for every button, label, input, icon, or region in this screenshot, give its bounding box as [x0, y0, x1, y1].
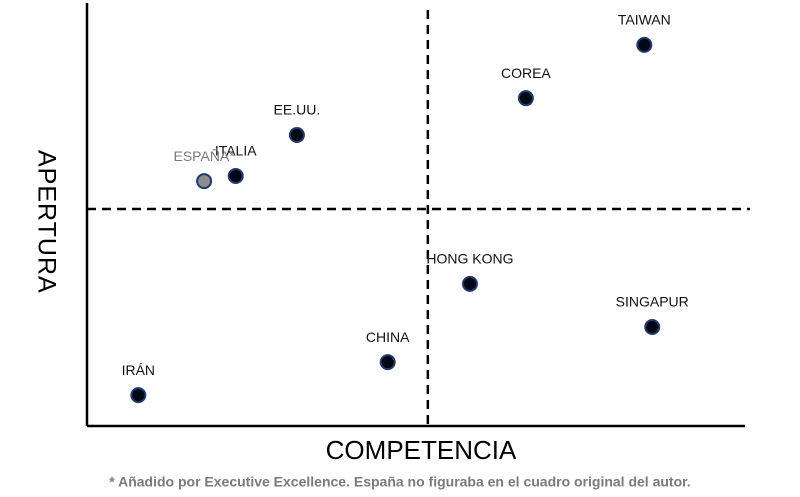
point-label: SINGAPUR — [616, 294, 689, 310]
point — [379, 354, 396, 371]
point-label: COREA — [501, 65, 551, 81]
point-label: HONG KONG — [426, 251, 513, 267]
point-label: EE.UU. — [274, 102, 321, 118]
point — [196, 173, 213, 190]
point — [130, 387, 147, 404]
y-axis-title: APERTURA — [32, 150, 60, 294]
point-label: ESPAÑA* — [174, 148, 236, 164]
point — [461, 275, 478, 292]
point-label: ITALIA — [215, 143, 257, 159]
point-label: TAIWAN — [618, 12, 671, 28]
point — [644, 319, 661, 336]
point — [517, 90, 534, 107]
point-label: IRÁN — [122, 362, 155, 378]
x-axis-title: COMPETENCIA — [326, 435, 517, 465]
point — [636, 36, 653, 53]
point — [227, 168, 244, 185]
point — [288, 126, 305, 143]
point-label: CHINA — [366, 329, 410, 345]
footnote: * Añadido por Executive Excellence. Espa… — [109, 474, 690, 490]
